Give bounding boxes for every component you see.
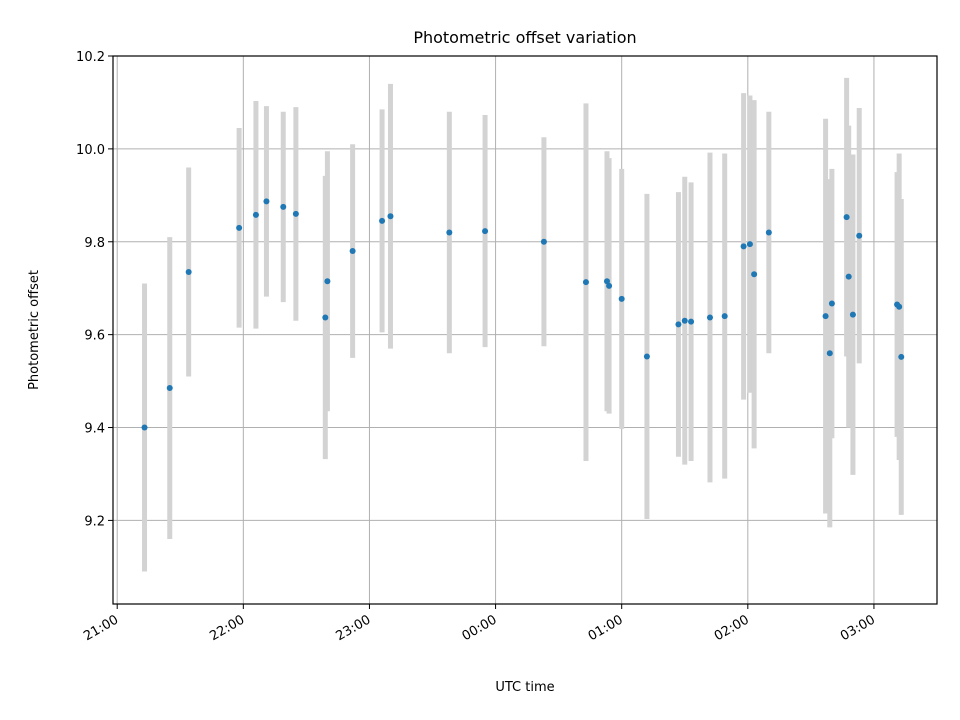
- y-tick-label: 9.4: [84, 422, 105, 437]
- data-point: [675, 321, 682, 328]
- data-point: [843, 214, 850, 221]
- y-tick-label: 9.8: [84, 236, 105, 251]
- data-point: [263, 198, 270, 205]
- data-point: [349, 248, 356, 255]
- data-point: [721, 313, 728, 320]
- data-point: [252, 211, 259, 218]
- data-point: [746, 241, 753, 248]
- grid-lines: [113, 55, 937, 604]
- y-tick-label: 9.6: [84, 329, 105, 344]
- data-point: [606, 282, 613, 289]
- data-point: [849, 311, 856, 318]
- chart-title: Photometric offset variation: [413, 28, 636, 47]
- data-point: [603, 278, 610, 285]
- data-point: [706, 314, 713, 321]
- data-point: [446, 229, 453, 236]
- data-point: [688, 318, 695, 325]
- data-point: [540, 238, 547, 245]
- data-point: [740, 243, 747, 250]
- plot-frame: [112, 55, 938, 605]
- data-point: [379, 217, 386, 224]
- data-point: [751, 271, 758, 278]
- data-point: [236, 224, 243, 231]
- x-axis-label: UTC time: [495, 680, 554, 695]
- data-point: [387, 213, 394, 220]
- data-points: [141, 198, 905, 431]
- data-point: [482, 228, 489, 235]
- data-point: [618, 295, 625, 302]
- data-point: [322, 314, 329, 321]
- data-point: [185, 268, 192, 275]
- data-point: [898, 353, 905, 360]
- y-tick-label: 10.2: [76, 50, 105, 65]
- data-point: [324, 278, 331, 285]
- y-tick-label: 10.0: [76, 143, 105, 158]
- data-point: [845, 273, 852, 280]
- data-point: [280, 203, 287, 210]
- data-point: [166, 385, 173, 392]
- data-point: [826, 350, 833, 357]
- data-point: [828, 300, 835, 307]
- data-point: [582, 279, 589, 286]
- data-point: [292, 210, 299, 217]
- data-point: [681, 317, 688, 324]
- data-point: [822, 313, 829, 320]
- plot-area: [113, 56, 937, 604]
- data-point: [643, 353, 650, 360]
- y-tick-label: 9.2: [84, 514, 105, 529]
- data-point: [141, 424, 148, 431]
- data-point: [896, 303, 903, 310]
- data-point: [765, 229, 772, 236]
- y-axis-ticks: 9.2 9.4 9.6 9.8 10.0 10.2: [76, 50, 113, 529]
- data-point: [856, 232, 863, 239]
- y-axis-label: Photometric offset: [27, 270, 42, 390]
